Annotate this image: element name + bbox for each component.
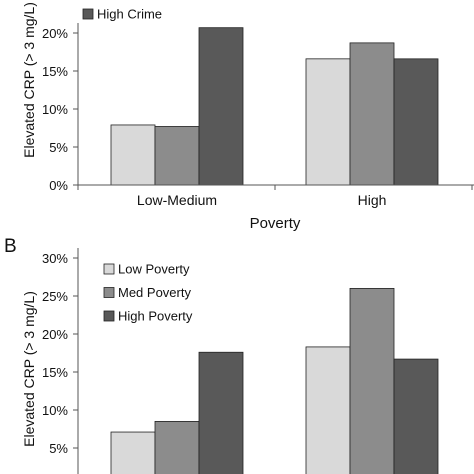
panel-b-y-tick-label: 20% bbox=[42, 327, 68, 342]
panel-b-y-axis-label: Elevated CRP (> 3 mg/L) bbox=[21, 291, 37, 447]
chart-panel-a: Elevated CRP (> 3 mg/L) Poverty 0% 5% 10% 1… bbox=[21, 2, 474, 232]
panel-b-bar-2-1 bbox=[305, 346, 351, 474]
panel-a-y-tick-label: 20% bbox=[42, 26, 68, 41]
panel-a-bar-2-3 bbox=[393, 58, 439, 186]
panel-b-y-tick-label: 25% bbox=[42, 289, 68, 304]
panel-a-bars bbox=[110, 27, 439, 186]
panel-a-y-tick-label: 10% bbox=[42, 102, 68, 117]
panel-b-bar-2-3 bbox=[393, 358, 439, 474]
panel-a-y-axis-label: Elevated CRP (> 3 mg/L) bbox=[21, 2, 37, 158]
panel-a-bar-2-2 bbox=[349, 42, 395, 186]
panel-a-y-ticks: 0% 5% 10% 15% 20% bbox=[42, 26, 78, 193]
panel-a-bar-1-1 bbox=[110, 124, 156, 186]
panel-b-legend-swatch bbox=[103, 287, 115, 298]
panel-b-axes bbox=[77, 248, 79, 474]
panel-a-legend: High Crime bbox=[82, 7, 162, 22]
panel-b-y-ticks: 5% 10% 15% 20% 25% 30% bbox=[42, 251, 78, 456]
panel-a-y-tick-label: 5% bbox=[49, 140, 68, 155]
panel-b-legend-swatch bbox=[103, 310, 115, 322]
panel-b-bar-1-1 bbox=[110, 431, 156, 474]
chart-panel-b: B Elevated CRP (> 3 mg/L) 5% 10% 15% 20% 25%… bbox=[4, 236, 439, 474]
panel-b-legend-label: High Poverty bbox=[118, 309, 193, 324]
panel-a-y-tick-label: 0% bbox=[49, 178, 68, 193]
panel-b-bars bbox=[110, 287, 439, 474]
panel-a-x-tick-label: Low-Medium bbox=[137, 192, 217, 208]
panel-b-y-tick-label: 10% bbox=[42, 403, 68, 418]
panel-a-x-tick-label: High bbox=[358, 192, 387, 208]
panel-a-legend-label: High Crime bbox=[97, 7, 162, 22]
panel-b-y-tick-label: 5% bbox=[49, 441, 68, 456]
panel-a-bar-1-3 bbox=[198, 27, 244, 186]
panel-a-x-axis-label: Poverty bbox=[250, 215, 301, 232]
panel-b-label: B bbox=[4, 236, 17, 257]
panel-a-axes bbox=[77, 23, 474, 190]
panel-a-bar-2-1 bbox=[305, 58, 351, 186]
panel-a-bar-1-2 bbox=[154, 126, 200, 186]
panel-a-legend-swatch bbox=[82, 8, 94, 20]
panel-b-bar-1-2 bbox=[154, 420, 200, 474]
panel-b-bar-1-3 bbox=[198, 351, 244, 474]
panel-b-bar-2-2 bbox=[349, 287, 395, 474]
panel-b-y-tick-label: 15% bbox=[42, 365, 68, 380]
panel-a-x-tick-labels: Low-Medium High bbox=[137, 192, 386, 208]
panel-a-y-tick-label: 15% bbox=[42, 64, 68, 79]
panel-b-legend-label: Med Poverty bbox=[118, 285, 191, 300]
panel-b-legend: Low Poverty Med Poverty High Poverty bbox=[103, 262, 193, 324]
panel-b-legend-swatch bbox=[103, 263, 115, 275]
panel-b-y-tick-label: 30% bbox=[42, 251, 68, 266]
panel-b-legend-label: Low Poverty bbox=[118, 262, 190, 277]
